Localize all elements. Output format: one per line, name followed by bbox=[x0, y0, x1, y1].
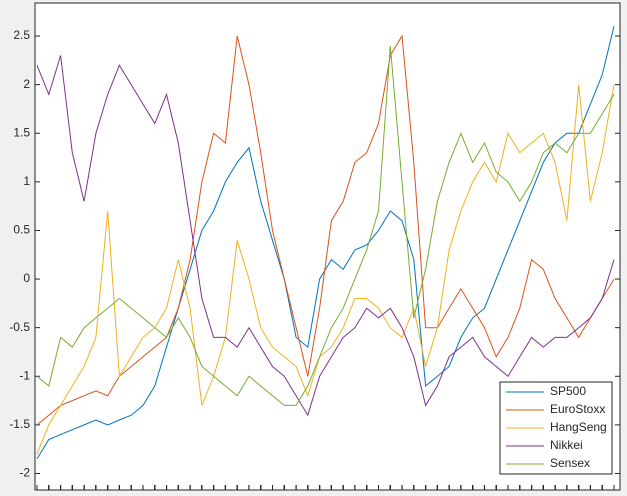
y-tick-label: 1 bbox=[23, 174, 30, 188]
lines bbox=[36, 26, 615, 460]
y-tick-label: 0.5 bbox=[13, 223, 30, 237]
series-line bbox=[36, 26, 615, 460]
y-tick-label: 2.5 bbox=[13, 28, 30, 42]
y-tick-label: -0.5 bbox=[9, 320, 30, 334]
series-line bbox=[36, 45, 615, 406]
y-tick-label: -1.5 bbox=[9, 417, 30, 431]
legend-label: SP500 bbox=[550, 384, 586, 398]
series-line bbox=[36, 55, 615, 417]
legend-label: Nikkei bbox=[550, 438, 583, 452]
legend-label: Sensex bbox=[550, 456, 590, 470]
y-tick-label: 0 bbox=[23, 271, 30, 285]
y-tick-label: 1.5 bbox=[13, 125, 30, 139]
legend-label: HangSeng bbox=[550, 420, 607, 434]
y-tick-label: -1 bbox=[19, 368, 30, 382]
y-tick-label: 2 bbox=[23, 77, 30, 91]
legend-label: EuroStoxx bbox=[550, 402, 605, 416]
series-line bbox=[36, 84, 615, 455]
y-tick-label: -2 bbox=[19, 466, 30, 480]
series-line bbox=[36, 34, 615, 426]
